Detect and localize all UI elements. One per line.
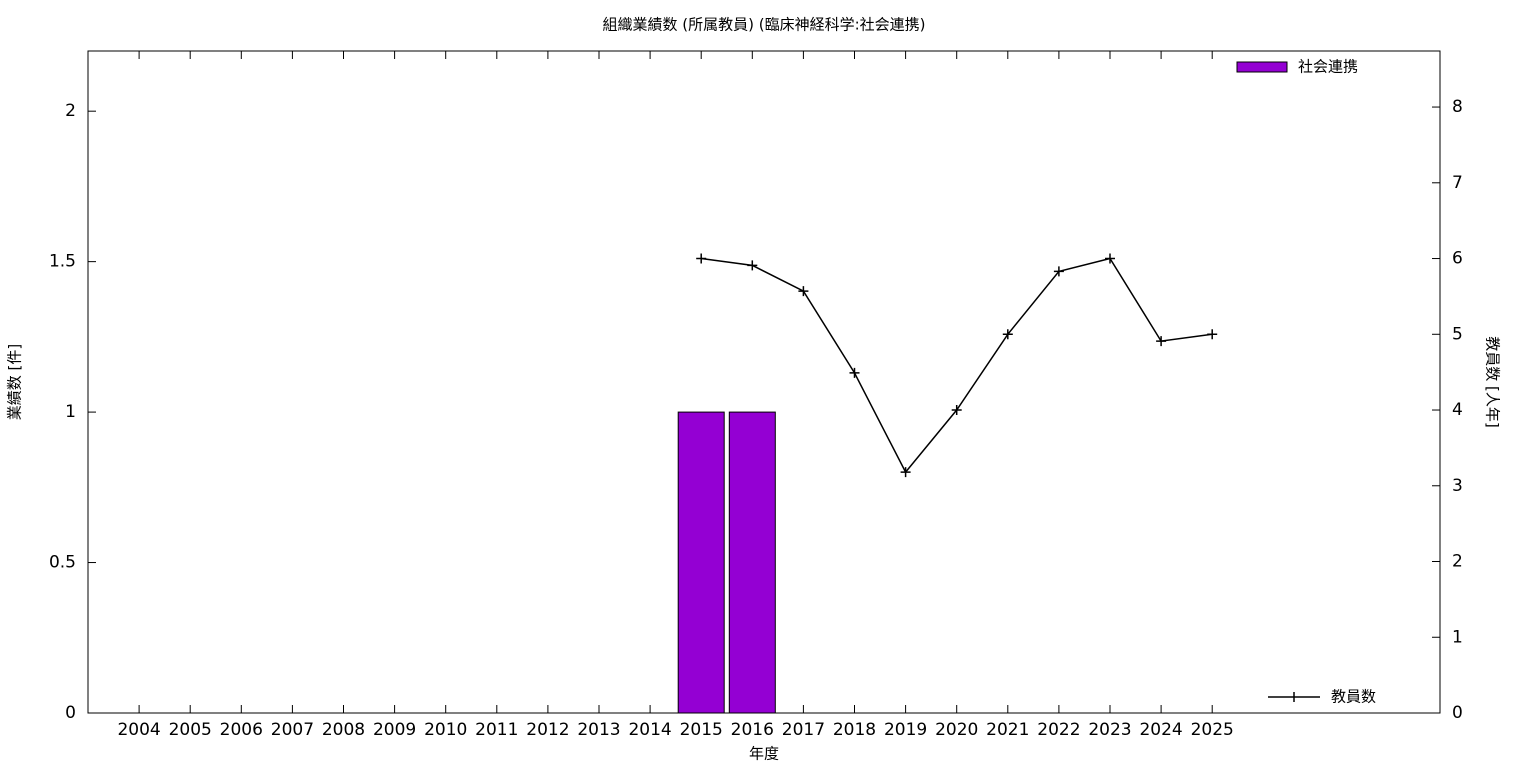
line [701, 257, 1213, 474]
point-marker [849, 367, 860, 378]
x-tick-label: 2025 [1191, 720, 1234, 740]
y2-tick-label: 4 [1452, 400, 1463, 420]
x-tick-label: 2009 [373, 720, 416, 740]
x-tick-label: 2007 [271, 720, 314, 740]
x-tick-label: 2015 [680, 720, 723, 740]
y-tick-label: 0 [65, 703, 76, 723]
x-tick-label: 2019 [884, 720, 927, 740]
y-tick-label: 0.5 [49, 553, 76, 573]
x-tick-label: 2005 [169, 720, 212, 740]
x-tick-label: 2008 [322, 720, 365, 740]
y-tick-label: 1 [65, 402, 76, 422]
point-marker [747, 260, 758, 271]
x-tick-label: 2014 [628, 720, 671, 740]
x-axis-label: 年度 [749, 745, 779, 763]
x-tick-label: 2006 [220, 720, 263, 740]
bar [728, 411, 776, 714]
point-marker [1207, 329, 1218, 340]
point-marker [798, 286, 809, 297]
y-tick-label: 2 [65, 101, 76, 121]
point-marker [951, 405, 962, 416]
legend-swatch [1268, 692, 1320, 702]
x-tick-label: 2022 [1037, 720, 1080, 740]
x-tick-label: 2021 [986, 720, 1029, 740]
y2-tick-label: 3 [1452, 476, 1463, 496]
x-tick-label: 2011 [475, 720, 518, 740]
y2-tick-label: 0 [1452, 703, 1463, 723]
y2-tick-label: 7 [1452, 173, 1463, 193]
x-tick-label: 2023 [1088, 720, 1131, 740]
y2-tick-label: 6 [1452, 249, 1463, 269]
y-axis-label: 業績数 [件] [6, 344, 24, 420]
point-marker [900, 467, 911, 478]
chart-title: 組織業績数 (所属教員) (臨床神経科学:社会連携) [602, 16, 925, 34]
y2-tick-label: 1 [1452, 627, 1463, 647]
point-marker [1002, 329, 1013, 340]
legend-label: 教員数 [1331, 688, 1376, 706]
x-tick-label: 2012 [526, 720, 569, 740]
y2-tick-label: 2 [1452, 552, 1463, 572]
x-tick-label: 2010 [424, 720, 467, 740]
y-tick-label: 1.5 [49, 252, 76, 272]
legend-swatch [1236, 61, 1288, 73]
point-marker [1053, 266, 1064, 277]
x-tick-label: 2018 [833, 720, 876, 740]
x-tick-label: 2016 [731, 720, 774, 740]
point-marker [696, 253, 707, 264]
x-tick-label: 2004 [117, 720, 160, 740]
x-tick-label: 2020 [935, 720, 978, 740]
y2-axis-label: 教員数 [人年] [1484, 336, 1502, 427]
point-marker [1156, 336, 1167, 347]
legend-label: 社会連携 [1298, 58, 1358, 76]
bar [677, 411, 725, 714]
x-tick-label: 2013 [577, 720, 620, 740]
x-tick-label: 2024 [1139, 720, 1182, 740]
y2-tick-label: 8 [1452, 97, 1463, 117]
point-marker [1105, 253, 1115, 264]
y2-tick-label: 5 [1452, 324, 1463, 344]
x-tick-label: 2017 [782, 720, 825, 740]
